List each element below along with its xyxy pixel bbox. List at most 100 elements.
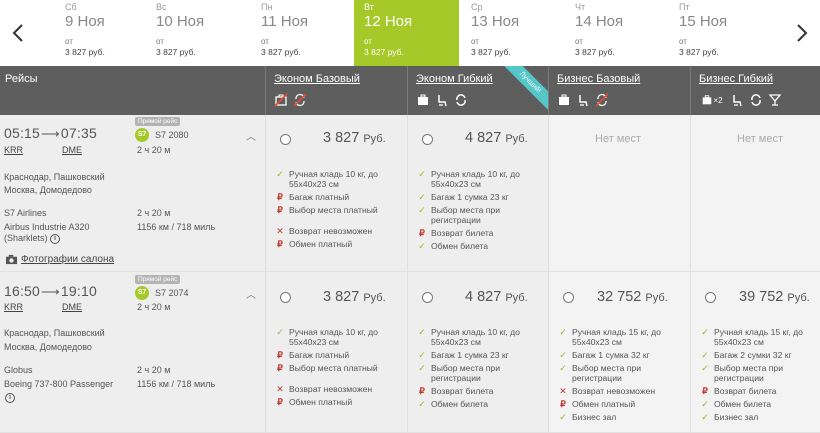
fare-header-economy-flex[interactable]: Эконом Гибкий Лучший! bbox=[407, 66, 548, 115]
departure-time: 16:50 bbox=[4, 283, 41, 299]
aircraft-info-button[interactable]: i bbox=[5, 392, 15, 403]
day-date: 15 Ноя bbox=[679, 13, 728, 30]
price-from-label: от bbox=[679, 37, 687, 46]
feature-label: Возврат невозможен bbox=[289, 226, 373, 236]
flight-number: S7 2074 bbox=[155, 288, 189, 298]
flight-duration: 2 ч 20 м bbox=[137, 302, 171, 312]
cabin-photos-link[interactable]: Фотографии салона bbox=[5, 254, 114, 265]
day-of-week: Чт bbox=[575, 2, 586, 12]
date-tab-0[interactable]: Сб 9 Ноя от 3 827 руб. bbox=[55, 0, 160, 66]
check-icon: ✓ bbox=[418, 205, 426, 215]
check-icon: ✓ bbox=[418, 399, 426, 409]
seat-icon bbox=[730, 93, 744, 107]
ruble-icon: ₽ bbox=[277, 397, 283, 407]
date-tab-6[interactable]: Пт 15 Ноя от 3 827 руб. bbox=[669, 0, 774, 66]
no-refund-icon bbox=[595, 93, 609, 107]
fare-price: 4 827 Руб. bbox=[465, 289, 528, 305]
arrival-time: 19:10 bbox=[60, 283, 97, 299]
fare-header-business-basic[interactable]: Бизнес Базовый bbox=[548, 66, 690, 115]
price-from-label: от bbox=[364, 37, 372, 46]
collapse-chevron-icon[interactable]: ︿ bbox=[246, 290, 256, 301]
fare-cell-economy-basic[interactable]: 3 827 Руб. ✓ Ручная кладь 10 кг, до 55x40… bbox=[265, 272, 407, 432]
feature-label: Выбор места платный bbox=[289, 363, 378, 373]
fare-title[interactable]: Эконом Гибкий bbox=[416, 73, 493, 85]
fare-header: Рейсы Эконом Базовый Эконом Гибкий Лучши… bbox=[0, 66, 820, 115]
check-icon: ✓ bbox=[701, 350, 709, 360]
flight-row: 05:15⟶07:35 KRR DME Прямой рейс S7 S7 20… bbox=[0, 115, 820, 272]
date-strip: Сб 9 Ноя от 3 827 руб. Вс 10 Ноя от 3 82… bbox=[0, 0, 820, 66]
departure-airport: Краснодар, Пашковский bbox=[4, 172, 105, 182]
no-seats-label: Нет мест bbox=[595, 133, 642, 145]
fare-radio[interactable] bbox=[280, 134, 291, 145]
date-tab-4[interactable]: Ср 13 Ноя от 3 827 руб. bbox=[461, 0, 566, 66]
camera-icon bbox=[6, 254, 17, 265]
fare-features: ✓ Ручная кладь 10 кг, до 55x40x23 см ₽ Баг… bbox=[275, 169, 403, 252]
feature-label: Возврат билета bbox=[431, 228, 494, 238]
flight-number: S7 2080 bbox=[155, 130, 189, 140]
fare-features: ✓ Ручная кладь 10 кг, до 55x40x23 см ✓ Баг… bbox=[417, 327, 544, 412]
departure-code[interactable]: KRR bbox=[4, 302, 24, 312]
date-tab-5[interactable]: Чт 14 Ноя от 3 827 руб. bbox=[565, 0, 670, 66]
check-icon: ✓ bbox=[418, 363, 426, 373]
airline-logo: S7 bbox=[135, 286, 149, 300]
fare-cell-economy-flex[interactable]: 4 827 Руб. ✓ Ручная кладь 10 кг, до 55x40… bbox=[407, 272, 548, 432]
fare-title[interactable]: Бизнес Гибкий bbox=[699, 73, 774, 85]
fare-currency: Руб. bbox=[645, 292, 668, 304]
info-icon[interactable]: i bbox=[5, 392, 15, 403]
cabin-photos-label[interactable]: Фотографии салона bbox=[21, 254, 115, 265]
day-of-week: Вс bbox=[156, 2, 167, 12]
check-icon: ✓ bbox=[559, 327, 567, 337]
fare-title[interactable]: Эконом Базовый bbox=[274, 73, 360, 85]
fare-price: 3 827 Руб. bbox=[323, 130, 386, 146]
feature-refund: ✕ Возврат невозможен bbox=[275, 384, 403, 394]
day-of-week: Вт bbox=[364, 2, 374, 12]
feature-seat: ✓ Выбор места при регистрации bbox=[417, 205, 544, 225]
collapse-chevron-icon[interactable]: ︿ bbox=[246, 132, 256, 143]
chevron-right-icon bbox=[797, 24, 808, 42]
ruble-icon: ₽ bbox=[702, 386, 708, 396]
fare-cell-business-basic[interactable]: 32 752 Руб. ✓ Ручная кладь 15 кг, до 55x4… bbox=[548, 272, 690, 432]
fare-currency: Руб. bbox=[363, 292, 386, 304]
fare-radio[interactable] bbox=[563, 292, 574, 303]
ruble-icon: ₽ bbox=[419, 386, 425, 396]
next-dates-button[interactable] bbox=[784, 0, 820, 66]
exchange-icon bbox=[454, 93, 468, 107]
feature-label: Обмен билета bbox=[431, 241, 489, 251]
baggage-icon bbox=[416, 93, 430, 107]
fare-header-business-flex[interactable]: Бизнес Гибкий ×2 bbox=[690, 66, 820, 115]
fare-cell-economy-flex[interactable]: 4 827 Руб. ✓ Ручная кладь 10 кг, до 55x40… bbox=[407, 115, 548, 271]
fare-title[interactable]: Бизнес Базовый bbox=[557, 73, 641, 85]
prev-dates-button[interactable] bbox=[0, 0, 36, 66]
date-tab-2[interactable]: Пн 11 Ноя от 3 827 руб. bbox=[251, 0, 356, 66]
check-icon: ✓ bbox=[418, 241, 426, 251]
baggage-x2-icon: ×2 bbox=[699, 93, 725, 107]
departure-code[interactable]: KRR bbox=[4, 145, 24, 155]
fare-currency: Руб. bbox=[787, 292, 810, 304]
fare-radio[interactable] bbox=[422, 292, 433, 303]
arrival-code[interactable]: DME bbox=[62, 145, 82, 155]
fare-radio[interactable] bbox=[705, 292, 716, 303]
fare-header-economy-basic[interactable]: Эконом Базовый bbox=[265, 66, 407, 115]
feature-exchange: ₽ Обмен платный bbox=[275, 239, 403, 249]
check-icon: ✓ bbox=[418, 350, 426, 360]
ruble-icon: ₽ bbox=[277, 363, 283, 373]
date-tab-1[interactable]: Вс 10 Ноя от 3 827 руб. bbox=[146, 0, 251, 66]
fare-price-value: 39 752 bbox=[739, 289, 784, 305]
feature-exchange: ✓ Обмен билета bbox=[417, 399, 544, 409]
fare-cell-economy-basic[interactable]: 3 827 Руб. ✓ Ручная кладь 10 кг, до 55x40… bbox=[265, 115, 407, 271]
feature-hand-luggage: ✓ Ручная кладь 10 кг, до 55x40x23 см bbox=[417, 169, 544, 189]
arrival-code[interactable]: DME bbox=[62, 302, 82, 312]
feature-seat: ✓ Выбор места при регистрации bbox=[417, 363, 544, 383]
day-date: 10 Ноя bbox=[156, 13, 205, 30]
info-icon[interactable]: i bbox=[50, 233, 61, 244]
fare-cell-business-flex[interactable]: 39 752 Руб. ✓ Ручная кладь 15 кг, до 55x4… bbox=[690, 272, 820, 432]
fare-radio[interactable] bbox=[280, 292, 291, 303]
price-from-label: от bbox=[65, 37, 73, 46]
fare-features: ✓ Ручная кладь 10 кг, до 55x40x23 см ₽ Баг… bbox=[275, 327, 403, 410]
fare-radio[interactable] bbox=[422, 134, 433, 145]
fare-currency: Руб. bbox=[505, 292, 528, 304]
date-tab-3[interactable]: Вт 12 Ноя от 3 827 руб. bbox=[354, 0, 459, 66]
flight-times: 16:50⟶19:10 bbox=[4, 283, 97, 300]
aircraft-name: Airbus Industrie A320 (Sharklets) bbox=[4, 222, 90, 243]
fare-features: ✓ Ручная кладь 15 кг, до 55x40x23 см ✓ Баг… bbox=[700, 327, 816, 425]
